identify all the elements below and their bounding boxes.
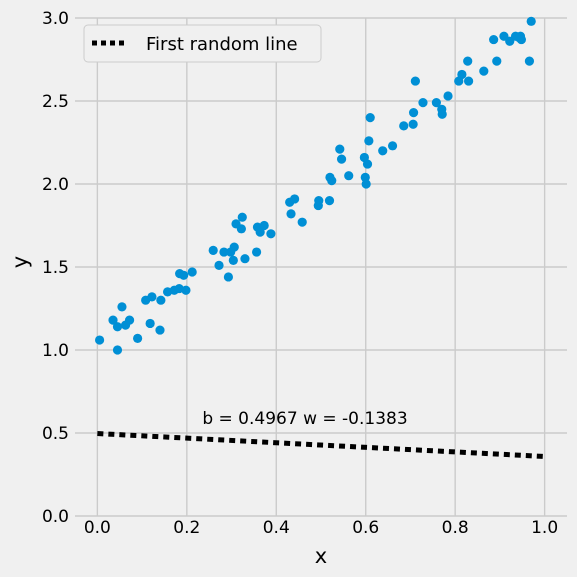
legend-box <box>83 24 322 63</box>
data-point <box>463 56 473 66</box>
data-point <box>387 141 398 151</box>
data-point <box>229 242 239 252</box>
data-point <box>489 34 499 45</box>
data-point <box>408 119 418 129</box>
data-point <box>237 212 247 222</box>
y-axis-label: y <box>8 256 32 268</box>
grid-lines <box>75 17 567 517</box>
data-point <box>362 159 373 169</box>
data-point <box>208 245 218 255</box>
y-tick-label: 1.0 <box>42 341 69 361</box>
data-point <box>187 267 197 277</box>
data-point <box>155 325 165 335</box>
data-point <box>259 220 269 231</box>
data-point <box>290 194 300 204</box>
data-point <box>181 285 191 295</box>
y-tick-label: 0.5 <box>42 424 69 444</box>
x-axis-label: x <box>315 544 327 568</box>
data-point <box>336 154 347 164</box>
data-points <box>95 16 536 355</box>
data-point <box>364 136 374 146</box>
data-point <box>324 196 335 206</box>
data-point <box>240 254 250 264</box>
data-point <box>228 255 238 265</box>
data-point <box>378 146 388 156</box>
data-point <box>344 171 354 181</box>
x-tick-label: 0.4 <box>263 518 290 538</box>
y-tick-label: 2.0 <box>42 175 69 195</box>
data-point <box>112 345 123 355</box>
y-tick-label: 2.5 <box>42 92 69 112</box>
x-tick-labels: 0.0 0.2 0.4 0.6 0.8 1.0 <box>84 518 558 538</box>
legend: First random line <box>83 24 322 63</box>
y-tick-labels: 0.0 0.5 1.0 1.5 2.0 2.5 3.0 <box>42 9 69 527</box>
data-point <box>255 227 265 237</box>
data-point <box>266 229 276 239</box>
data-point <box>457 69 467 80</box>
data-point <box>117 302 127 312</box>
data-point <box>145 318 155 329</box>
y-tick-label: 1.5 <box>42 258 69 278</box>
data-point <box>223 272 234 282</box>
data-point <box>464 76 474 86</box>
data-point <box>112 322 123 332</box>
x-tick-label: 0.0 <box>84 518 111 538</box>
x-tick-label: 0.2 <box>173 518 200 538</box>
x-tick-label: 1.0 <box>531 518 558 538</box>
data-point <box>410 76 420 86</box>
data-point <box>365 113 375 123</box>
annotation-text: b = 0.4967 w = -0.1383 <box>202 409 407 429</box>
data-point <box>147 292 157 302</box>
data-point <box>408 108 419 118</box>
legend-label: First random line <box>146 34 298 55</box>
data-point <box>179 270 189 280</box>
data-point <box>443 91 453 101</box>
data-point <box>526 16 536 26</box>
data-point <box>492 56 502 66</box>
data-point <box>418 98 428 108</box>
first-random-line-layer <box>97 431 545 460</box>
y-tick-label: 0.0 <box>42 507 69 527</box>
data-point <box>524 56 535 66</box>
data-point <box>314 196 324 206</box>
data-point <box>437 109 447 119</box>
data-point <box>297 217 307 227</box>
data-point <box>286 209 296 219</box>
data-point <box>236 224 246 234</box>
data-point <box>108 315 118 325</box>
x-tick-label: 0.8 <box>442 518 469 538</box>
data-point <box>335 144 345 154</box>
x-tick-label: 0.6 <box>352 518 379 538</box>
data-point <box>156 295 166 305</box>
data-point <box>95 335 105 345</box>
data-point <box>399 121 409 131</box>
data-point <box>479 66 489 76</box>
data-point <box>219 247 229 257</box>
data-point <box>361 179 371 189</box>
data-point <box>214 260 224 270</box>
data-point <box>251 247 262 257</box>
data-point <box>327 176 337 186</box>
data-point <box>133 333 143 343</box>
y-tick-label: 3.0 <box>42 9 69 29</box>
data-point <box>431 98 441 108</box>
data-point <box>516 34 526 45</box>
first-random-line <box>97 431 545 460</box>
data-point <box>124 315 135 325</box>
